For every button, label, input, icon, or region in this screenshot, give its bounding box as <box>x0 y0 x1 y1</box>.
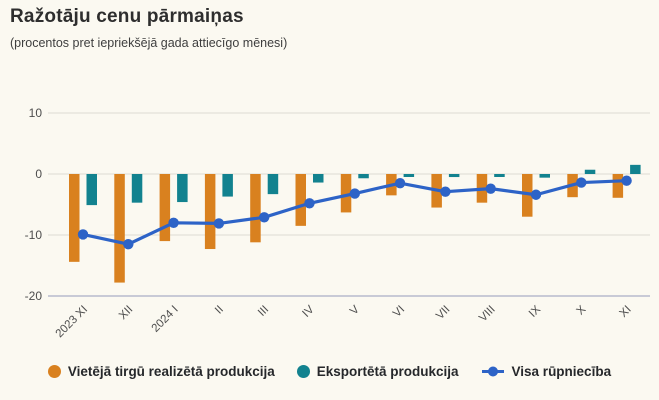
export-bar-2023-XI[interactable] <box>86 174 98 206</box>
total-point-IV[interactable] <box>304 198 315 209</box>
y-axis-tick-label: -10 <box>25 228 43 242</box>
export-bar-II[interactable] <box>222 174 233 197</box>
export-bar-X[interactable] <box>584 169 596 174</box>
x-axis-tick-label: II <box>213 304 226 317</box>
total-point-V[interactable] <box>349 188 360 199</box>
page-subtitle: (procentos pret iepriekšējā gada attiecī… <box>10 36 288 50</box>
total-point-VI[interactable] <box>394 177 406 189</box>
x-axis-tick-label: 2023 XI <box>54 304 91 341</box>
domestic-bar-XII[interactable] <box>114 174 125 283</box>
domestic-bar-III[interactable] <box>250 174 261 243</box>
x-axis-tick-label: VI <box>391 304 407 320</box>
page-title: Ražotāju cenu pārmaiņas <box>10 6 244 27</box>
export-bar-VIII[interactable] <box>494 174 505 177</box>
total-point-X[interactable] <box>576 177 587 188</box>
domestic-bar-IX[interactable] <box>522 174 533 217</box>
x-axis-tick-label: III <box>256 304 271 319</box>
domestic-bar-V[interactable] <box>340 174 352 213</box>
x-axis-tick-label: IV <box>300 303 316 319</box>
x-axis-tick-label: 2024 I <box>150 304 181 335</box>
export-bar-VI[interactable] <box>403 174 415 177</box>
y-axis-tick-label: 0 <box>35 167 42 181</box>
export-bar-XI[interactable] <box>630 164 641 174</box>
domestic-bar-2023-XI[interactable] <box>69 174 80 262</box>
x-axis-tick-label: XI <box>618 304 634 320</box>
legend-item-total[interactable]: Visa rūpniecība <box>481 364 612 379</box>
total-point-2023-XI[interactable] <box>77 229 89 240</box>
y-axis-tick-label: -20 <box>25 289 43 303</box>
domestic-bar-XI[interactable] <box>612 174 624 198</box>
total-point-XI[interactable] <box>621 175 632 186</box>
x-axis-tick-label: X <box>575 303 589 317</box>
x-axis-tick-label: VIII <box>477 304 498 325</box>
x-axis-tick-label: V <box>348 303 362 317</box>
total-series-line-swatch-icon <box>481 366 504 377</box>
total-point-VIII[interactable] <box>485 183 496 194</box>
export-bar-2024-I[interactable] <box>177 174 188 203</box>
export-series-swatch-icon <box>296 365 310 378</box>
domestic-bar-IV[interactable] <box>295 174 307 226</box>
domestic-series-swatch-icon <box>47 365 61 378</box>
x-axis-tick-label: IX <box>527 303 543 319</box>
legend-label-domestic: Vietējā tirgū realizētā produkcija <box>67 364 275 379</box>
total-point-IX[interactable] <box>530 189 542 200</box>
x-axis-tick-label: VII <box>434 304 452 322</box>
total-point-VII[interactable] <box>440 186 451 197</box>
chart-legend: Vietējā tirgū realizētā produkcija Ekspo… <box>0 364 659 379</box>
legend-label-export: Eksportētā produkcija <box>316 364 459 379</box>
total-point-XII[interactable] <box>123 238 134 250</box>
x-axis-tick-label: XII <box>117 304 135 322</box>
total-point-II[interactable] <box>213 218 225 229</box>
legend-item-domestic[interactable]: Vietējā tirgū realizētā produkcija <box>47 364 275 379</box>
export-bar-XII[interactable] <box>131 174 143 203</box>
legend-item-export[interactable]: Eksportētā produkcija <box>296 364 459 379</box>
total-point-2024-I[interactable] <box>168 217 179 228</box>
export-bar-IV[interactable] <box>313 174 324 183</box>
export-bar-VII[interactable] <box>448 174 460 178</box>
domestic-bar-2024-I[interactable] <box>159 174 171 242</box>
export-bar-IX[interactable] <box>539 174 551 178</box>
legend-label-total: Visa rūpniecība <box>511 364 612 379</box>
total-point-III[interactable] <box>259 212 270 223</box>
export-bar-III[interactable] <box>267 174 279 195</box>
domestic-bar-II[interactable] <box>204 174 216 250</box>
y-axis-tick-label: 10 <box>29 106 43 120</box>
export-bar-V[interactable] <box>358 174 369 179</box>
